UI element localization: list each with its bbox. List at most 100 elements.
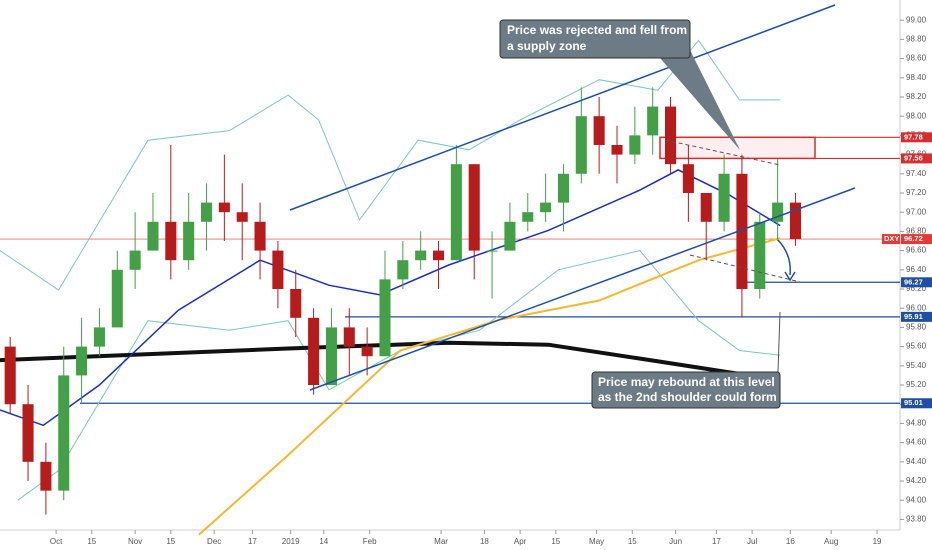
y-tick-label: 98.20 [906,92,927,101]
y-tick-label: 93.80 [906,515,927,524]
x-tick-label: Feb [363,537,377,546]
symbol-label: DXY [884,234,899,243]
candle-body [93,327,105,347]
x-tick-label: 2019 [282,537,300,546]
annotation-text: a supply zone [507,39,587,53]
candle-body [22,404,34,462]
y-tick-label: 97.00 [906,207,927,216]
y-tick-label: 99.00 [906,15,927,24]
candle-body [236,212,248,222]
y-tick-label: 96.20 [906,284,927,293]
x-tick-label: 17 [248,537,257,546]
y-tick-label: 94.40 [906,457,927,466]
candle-body [593,116,605,145]
x-tick-label: 18 [480,537,489,546]
candle-body [343,327,355,347]
y-tick-label: 95.60 [906,342,927,351]
candle-body [700,192,712,222]
plot-area [0,39,900,536]
candle-body [147,221,159,251]
x-tick-label: 14 [319,537,328,546]
x-tick-label: 15 [87,537,96,546]
level-tag [901,277,932,288]
y-tick-label: 94.60 [906,438,927,447]
candle-body [165,221,177,261]
candle-body [468,164,480,251]
callout-pointer [660,50,740,150]
candle-body [647,106,659,136]
candle-body [504,221,516,251]
level-tag [901,132,932,143]
arrow-down [777,239,791,276]
candle-body [129,250,141,270]
level-tag [901,311,932,322]
level-tag [901,153,932,164]
channel-upper [289,4,836,211]
annotation-text: Price was rejected and fell from [507,23,687,37]
neckline-dash [689,254,801,283]
candle-body [4,346,16,405]
x-tick-label: Nov [128,537,142,546]
candle-body [611,144,623,155]
y-tick-label: 98.40 [906,73,927,82]
level-tag-label: 97.78 [904,132,923,141]
supply-zone [659,136,816,160]
candle-body [111,269,123,328]
callout-box [499,19,691,59]
candle-body [379,279,391,357]
level-tag [901,234,932,245]
annotation-text: as the 2nd shoulder could form [598,390,777,404]
y-tick-label: 95.20 [906,380,927,389]
candle-body [254,221,266,251]
candle-body [272,250,284,290]
candle-body [486,250,498,252]
y-tick-label: 96.80 [906,227,927,236]
candle-body [415,250,427,261]
candle-body [575,116,587,174]
symbol-tag [882,234,900,245]
y-tick-label: 95.80 [906,323,927,332]
candle-body [76,346,88,376]
candle-body [629,135,641,155]
candle-body [718,173,730,222]
candle-body [325,327,337,386]
y-tick-label: 94.00 [906,495,927,504]
candle-body [200,202,213,222]
indicator-line [0,340,781,383]
x-tick-label: Apr [514,537,527,546]
x-tick-label: 15 [551,537,560,546]
annotation-text: Price may rebound at this level [598,375,775,389]
y-tick-label: 96.40 [906,265,927,274]
x-tick-label: 19 [873,537,882,546]
y-tick-label: 97.20 [906,188,927,197]
y-tick-label: 98.60 [906,54,927,63]
level-tag-label: 95.01 [904,398,923,407]
candle-body [450,164,462,261]
candle-body [754,221,766,290]
candle-body [218,202,230,213]
y-tick-label: 97.40 [906,169,927,178]
level-tag-label: 95.91 [904,312,923,321]
candle-body [361,346,373,357]
x-tick-label: Aug [824,537,838,546]
y-tick-label: 96.00 [906,303,927,312]
candle-body [290,289,302,318]
candle-body [789,202,801,240]
x-tick-label: 17 [712,537,721,546]
candle-body [736,173,748,290]
y-tick-label: 98.00 [906,111,927,120]
y-tick-label: 94.20 [906,476,927,485]
annotations: Price was rejected and fell from a suppl… [499,19,781,409]
callout-box [591,371,781,409]
candle-body [308,317,320,386]
pointer-line [777,311,781,373]
candle-body [540,202,552,213]
x-tick-label: 16 [786,537,795,546]
x-tick-label: Dec [207,537,221,546]
level-tag-label: 96.27 [904,277,923,286]
x-tick-label: Oct [50,537,63,546]
candle-body [432,250,445,261]
level-tag [901,398,932,409]
